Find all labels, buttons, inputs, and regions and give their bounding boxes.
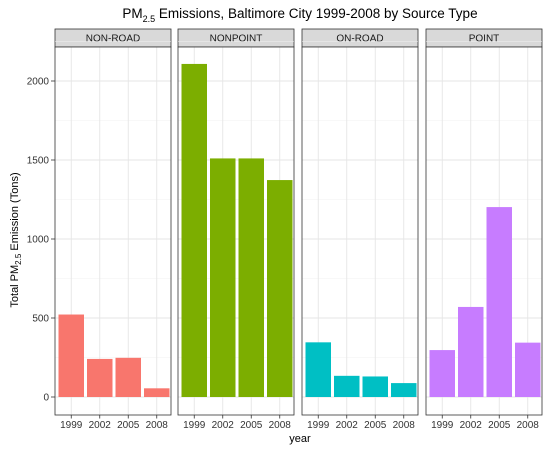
bar: [210, 158, 236, 397]
x-tick-label: 2005: [364, 420, 387, 431]
y-tick-label: 1500: [27, 156, 50, 167]
facet-panels: NON-ROAD 1999 2002 2005 2008 NONPOINT 1999 2002…: [54, 28, 543, 431]
bar: [115, 357, 141, 397]
x-tick-label: 2002: [336, 420, 359, 431]
facet-panel: ON-ROAD 1999 2002 2005 2008: [301, 28, 419, 431]
y-tick-labels: 0 500 1000 1500 2000: [27, 77, 55, 404]
x-tick-label: 1999: [307, 420, 330, 431]
facet-strip-label: NONPOINT: [210, 34, 263, 45]
x-tick-label: 2008: [269, 420, 292, 431]
panel-border: [177, 46, 295, 416]
facet-strip-label: POINT: [469, 34, 500, 45]
bar: [144, 388, 170, 397]
x-tick-label: 2005: [488, 420, 511, 431]
x-tick-label: 1999: [60, 420, 83, 431]
bar: [458, 306, 484, 397]
y-axis-title: Total PM2.5 Emission (Tons): [9, 172, 23, 307]
x-tick-label: 1999: [431, 420, 454, 431]
bar: [87, 358, 113, 397]
y-tick-label: 1000: [27, 235, 50, 246]
bar: [486, 207, 512, 397]
y-tick-label: 2000: [27, 77, 50, 88]
x-tick-label: 2002: [89, 420, 112, 431]
bar: [181, 63, 207, 397]
x-tick-label: 2002: [212, 420, 235, 431]
facet-strip-label: ON-ROAD: [336, 34, 383, 45]
y-tick-label: 500: [32, 314, 49, 325]
x-axis-title: year: [289, 433, 311, 445]
facet-panel: NONPOINT 1999 2002 2005 2008: [177, 28, 295, 431]
bar: [429, 350, 455, 397]
panel-border: [54, 46, 172, 416]
x-tick-label: 2008: [146, 420, 169, 431]
chart-title: PM2.5 Emissions, Baltimore City 1999-200…: [122, 6, 477, 24]
facet-panel: NON-ROAD 1999 2002 2005 2008: [54, 28, 172, 431]
x-tick-label: 2005: [240, 420, 263, 431]
bar: [515, 342, 541, 397]
x-tick-label: 2005: [117, 420, 140, 431]
y-tick-label: 0: [43, 393, 49, 404]
x-tick-label: 2002: [460, 420, 483, 431]
facet-panel: POINT 1999 2002 2005 2008: [425, 28, 543, 431]
bar: [391, 383, 417, 397]
x-tick-label: 1999: [183, 420, 206, 431]
x-tick-label: 2008: [393, 420, 416, 431]
bar: [334, 375, 360, 397]
bar: [238, 158, 264, 397]
bar: [267, 180, 293, 397]
x-tick-label: 2008: [517, 420, 540, 431]
bar: [58, 314, 84, 397]
panel-border: [425, 46, 543, 416]
panel-border: [301, 46, 419, 416]
facet-strip-label: NON-ROAD: [86, 34, 140, 45]
bar: [362, 376, 388, 397]
bar: [305, 342, 331, 397]
